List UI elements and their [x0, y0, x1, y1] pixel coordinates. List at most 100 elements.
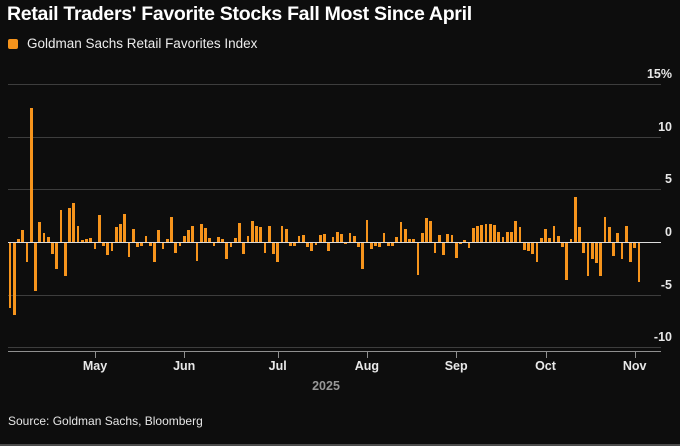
data-bar: [34, 243, 37, 292]
data-bar: [38, 222, 42, 242]
data-bar: [357, 243, 360, 248]
data-bar: [29, 108, 33, 242]
data-bar: [480, 225, 484, 242]
data-bar: [46, 236, 50, 242]
data-bar: [12, 243, 16, 315]
data-bar: [182, 235, 186, 242]
data-bar: [586, 243, 590, 276]
data-bar: [102, 243, 105, 247]
x-axis-tick: [95, 352, 96, 358]
data-bar: [51, 243, 54, 254]
data-bar: [374, 243, 377, 247]
data-bar: [505, 231, 509, 242]
data-bar: [153, 243, 156, 262]
data-bar: [187, 230, 190, 242]
data-bar: [76, 226, 80, 242]
data-bar: [535, 243, 539, 262]
data-bar: [361, 243, 365, 270]
data-bar: [259, 227, 263, 242]
data-bar: [527, 243, 530, 252]
data-bar: [204, 228, 207, 242]
data-bar: [382, 232, 386, 242]
data-bar: [148, 243, 152, 247]
y-axis-tick-label: 10: [658, 119, 672, 134]
y-axis-tick-label: 0: [665, 225, 672, 239]
data-bar: [633, 243, 637, 249]
data-bar: [565, 243, 569, 280]
data-bar: [582, 243, 586, 253]
data-bar: [165, 238, 169, 242]
data-bar: [8, 243, 12, 309]
data-bar: [556, 235, 560, 242]
data-bar: [238, 223, 241, 242]
data-bar: [573, 196, 577, 242]
data-bar: [114, 227, 118, 242]
data-bar: [284, 229, 288, 242]
data-bar: [119, 224, 122, 242]
data-bar: [195, 243, 199, 261]
data-bar: [170, 216, 173, 242]
data-bar: [327, 243, 331, 252]
data-bar: [425, 217, 428, 242]
data-bar: [539, 237, 543, 242]
data-bar: [335, 231, 339, 242]
data-bar: [446, 233, 450, 242]
x-axis-tick: [456, 352, 458, 358]
data-bar: [17, 238, 20, 242]
data-bar: [191, 226, 195, 242]
data-bar: [352, 235, 356, 242]
data-bar: [624, 226, 628, 242]
data-bar: [471, 228, 475, 242]
data-bar: [140, 243, 144, 247]
data-bar: [314, 243, 318, 246]
data-bar: [306, 243, 309, 248]
data-bar: [420, 232, 424, 242]
data-bar: [459, 243, 462, 245]
data-bar: [433, 243, 437, 253]
data-bar: [174, 243, 178, 253]
data-bar: [340, 233, 343, 242]
data-bar: [272, 243, 275, 254]
data-bar: [437, 234, 441, 242]
data-bar: [276, 243, 280, 262]
x-axis-tick: [277, 352, 279, 358]
data-bar: [408, 238, 411, 242]
data-bar: [106, 243, 110, 255]
x-axis-line: [8, 351, 661, 352]
x-axis-year-label: 2025: [312, 379, 340, 393]
data-bar: [620, 243, 624, 259]
x-axis-tick: [545, 352, 547, 358]
data-bar: [55, 243, 59, 270]
x-axis-month-label: Jun: [173, 359, 196, 373]
data-bar: [578, 227, 581, 242]
data-bar: [484, 224, 488, 242]
x-axis-month-label: Nov: [622, 359, 647, 373]
data-bar: [216, 236, 220, 242]
data-bar: [510, 231, 513, 242]
x-axis-month-label: Aug: [354, 359, 380, 373]
data-bar: [442, 243, 445, 255]
data-bar: [412, 238, 416, 242]
data-bar: [110, 243, 114, 252]
data-bar: [136, 243, 139, 248]
data-bar: [42, 232, 46, 242]
gridline: [8, 84, 661, 86]
data-bar: [144, 235, 148, 242]
data-bar: [607, 227, 611, 242]
data-bar: [59, 210, 63, 242]
data-bar: [89, 237, 93, 242]
y-axis-tick-label: -5: [660, 277, 672, 292]
data-bar: [463, 239, 467, 242]
data-bar: [208, 237, 212, 242]
data-bar: [403, 229, 407, 242]
data-bar: [476, 226, 479, 242]
data-bar: [199, 224, 203, 242]
data-bar: [365, 219, 369, 242]
data-bar: [629, 243, 632, 262]
data-bar: [246, 235, 250, 242]
data-bar: [157, 230, 161, 242]
source-caption: Source: Goldman Sachs, Bloomberg: [8, 414, 203, 428]
data-bar: [25, 243, 29, 262]
data-bar: [416, 243, 420, 275]
